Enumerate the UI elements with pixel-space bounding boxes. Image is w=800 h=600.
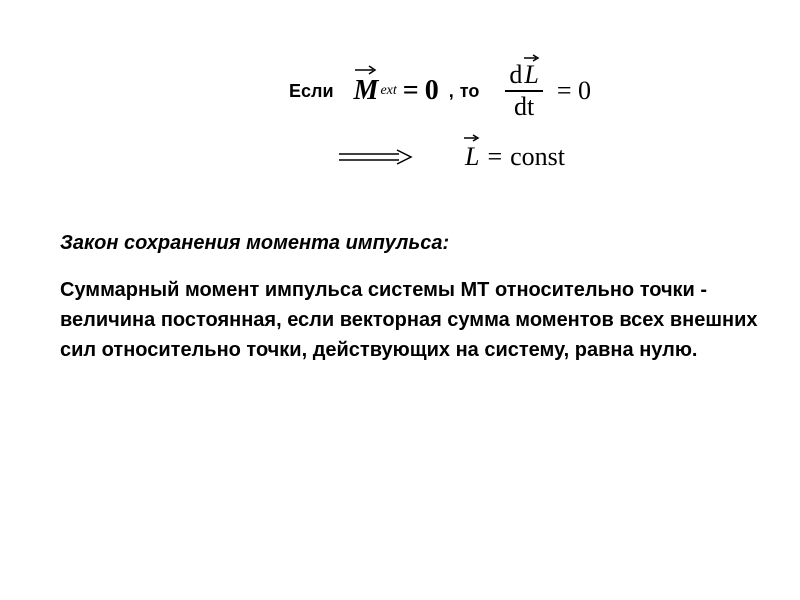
m-superscript: ext [380,83,396,99]
l-letter: L [465,142,479,171]
m-letter: M [354,75,379,106]
dt-text: dt [514,92,534,121]
l-const-equation: L = const [465,142,565,172]
zero-1: 0 [425,75,439,107]
l-vector-num: L [524,62,538,88]
law-heading: Закон сохранения момента импульса: [60,232,760,255]
const-text: const [510,142,565,172]
fraction-denominator: dt [510,92,538,122]
l-vector: L [465,142,479,172]
equation-line-2: L = const [140,142,760,172]
comma: , [449,81,454,102]
m-equation: M ext = 0 [354,75,439,107]
word-if: Если [289,81,334,102]
fraction-numerator: d L [505,60,542,90]
equals-zero: = 0 [557,76,591,106]
word-then: то [460,81,480,102]
vector-arrow-icon [462,134,482,142]
l-letter-num: L [524,60,538,89]
slide-container: Если M ext = 0 , то d [0,0,800,600]
law-body-text: Суммарный момент импульса системы МТ отн… [60,275,760,365]
d-letter: d [509,60,522,89]
implication-arrow-icon [335,149,415,165]
vector-arrow-icon [522,54,542,62]
fraction: d L dt [505,60,542,122]
vector-arrow-icon [353,65,379,75]
equals-sign-1: = [403,75,419,107]
m-vector: M [354,75,379,107]
equals-sign-2: = [487,142,502,172]
equation-line-1: Если M ext = 0 , то d [120,60,760,122]
dl-dt-equation: d L dt = 0 [499,60,591,122]
